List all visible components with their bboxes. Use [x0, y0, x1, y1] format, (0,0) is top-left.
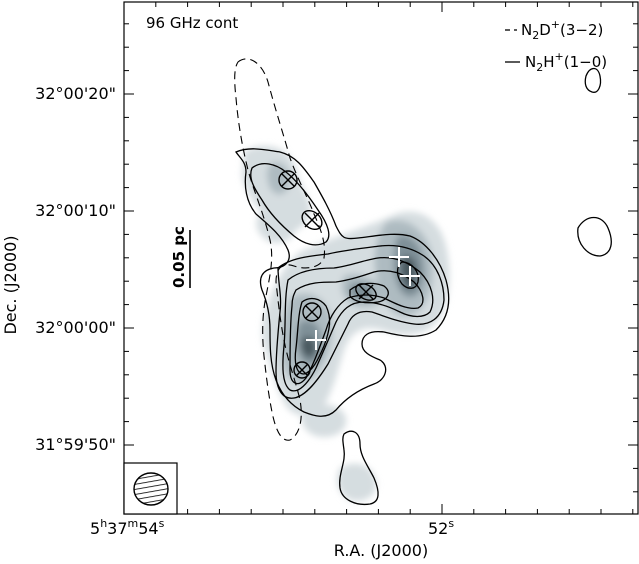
beam: [123, 462, 178, 515]
n2h-contour-3: [275, 244, 445, 399]
n2h-contours: [235, 67, 612, 506]
x-tick-label: 52s: [428, 517, 454, 538]
chart-title: 96 GHz cont: [146, 14, 238, 32]
n2h-contour-7: [349, 282, 389, 304]
marker-circled-x: [301, 209, 323, 231]
x-tick-labels: 5h37m54s 52s: [90, 517, 454, 538]
y-tick-label: 31°59'50": [35, 435, 116, 454]
y-tick-labels: 32°00'20" 32°00'10" 32°00'00" 31°59'50": [35, 84, 116, 454]
n2h-contour-4: [282, 256, 434, 392]
circled-x-markers: [278, 170, 377, 379]
n2h-contour-6: [294, 297, 331, 375]
n2d-contour-main: [234, 58, 326, 441]
marker-circled-x: [355, 283, 377, 301]
n2d-contours: [234, 58, 326, 441]
x-tick-label: 5h37m54s: [90, 517, 165, 538]
n2h-contour-east: [577, 216, 612, 257]
scale-bar: 0.05 pc: [170, 226, 191, 288]
n2h-contour-8: [396, 261, 419, 289]
legend-entry-n2d: N2D+(3−2): [505, 18, 603, 42]
marker-circled-x: [293, 361, 311, 379]
y-axis-title: Dec. (J2000): [1, 235, 20, 334]
marker-plus: [306, 330, 326, 350]
y-tick-label: 32°00'00": [35, 318, 116, 337]
legend-label-n2h: N2H+(1−0): [525, 50, 607, 74]
plus-markers: [306, 247, 420, 350]
n2h-contour-2: [250, 162, 330, 246]
y-tick-label: 32°00'10": [35, 201, 116, 220]
legend-entry-n2h: N2H+(1−0): [505, 50, 607, 74]
continuum-emission: [242, 145, 450, 502]
legend-label-n2d: N2D+(3−2): [521, 18, 603, 42]
marker-circled-x: [302, 302, 322, 322]
marker-circled-x: [278, 170, 298, 190]
n2h-contour-ne: [584, 67, 602, 93]
marker-plus: [400, 266, 420, 286]
scale-bar-label: 0.05 pc: [170, 226, 188, 288]
marker-plus: [389, 247, 409, 267]
x-axis-title: R.A. (J2000): [334, 541, 428, 560]
continuum-level-1: [242, 145, 450, 502]
legend: N2D+(3−2) N2H+(1−0): [505, 18, 607, 74]
y-tick-label: 32°00'20": [35, 84, 116, 103]
n2h-contour-south: [339, 430, 379, 506]
